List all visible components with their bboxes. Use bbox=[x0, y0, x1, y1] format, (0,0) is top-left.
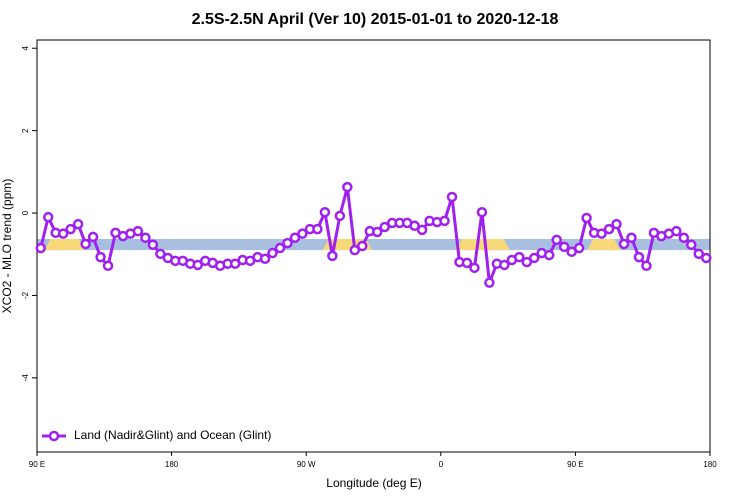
data-point bbox=[259, 253, 271, 265]
x-axis-label: Longitude (deg E) bbox=[326, 476, 421, 490]
data-point bbox=[132, 225, 144, 237]
data-point bbox=[686, 239, 697, 251]
y-tick-label: 4 bbox=[21, 45, 30, 50]
data-point bbox=[140, 232, 151, 244]
data-point bbox=[289, 232, 301, 244]
x-tick-label: 90 W bbox=[297, 460, 316, 469]
data-point bbox=[581, 212, 592, 224]
data-point bbox=[551, 234, 562, 246]
data-point bbox=[469, 262, 480, 274]
y-tick-label: 2 bbox=[21, 128, 30, 133]
data-point bbox=[349, 244, 361, 256]
data-point bbox=[297, 228, 308, 239]
data-point bbox=[611, 218, 622, 230]
data-point bbox=[379, 221, 390, 233]
chart-title: 2.5S-2.5N April (Ver 10) 2015-01-01 to 2… bbox=[192, 11, 559, 28]
y-axis-label: XCO2 - MLO trend (ppm) bbox=[0, 179, 14, 314]
data-point bbox=[327, 250, 338, 262]
data-point bbox=[671, 225, 682, 237]
y-tick-label: -2 bbox=[21, 291, 30, 299]
data-point bbox=[603, 223, 615, 235]
data-point bbox=[282, 237, 293, 249]
x-tick-label: 180 bbox=[703, 460, 717, 469]
data-point bbox=[416, 224, 428, 236]
data-point bbox=[274, 242, 286, 254]
ocean-band bbox=[37, 238, 710, 251]
data-point bbox=[72, 218, 84, 230]
y-tick-label: 0 bbox=[21, 210, 30, 215]
data-point bbox=[678, 232, 690, 244]
data-point bbox=[155, 248, 166, 260]
data-point bbox=[319, 206, 331, 218]
legend-label: Land (Nadir&Glint) and Ocean (Glint) bbox=[74, 428, 271, 442]
data-point bbox=[334, 210, 346, 222]
data-point bbox=[147, 239, 159, 251]
data-point bbox=[633, 251, 645, 263]
land-band bbox=[44, 238, 85, 251]
data-point bbox=[446, 191, 458, 203]
data-point bbox=[409, 220, 420, 232]
data-point bbox=[641, 260, 652, 272]
x-tick-label: 180 bbox=[165, 460, 179, 469]
land-band bbox=[587, 238, 621, 251]
data-point bbox=[558, 241, 570, 253]
data-point bbox=[371, 226, 383, 238]
data-point bbox=[102, 260, 114, 272]
land-band bbox=[455, 238, 510, 251]
data-point bbox=[596, 228, 607, 239]
data-point bbox=[357, 240, 368, 252]
data-point bbox=[35, 242, 46, 254]
data-point bbox=[42, 211, 54, 223]
y-tick-label: -4 bbox=[21, 374, 30, 382]
data-point bbox=[499, 259, 510, 271]
data-point bbox=[192, 259, 204, 271]
data-point bbox=[476, 206, 488, 218]
data-point bbox=[484, 277, 495, 288]
data-point bbox=[87, 231, 99, 243]
x-tick-label: 90 E bbox=[567, 460, 583, 469]
data-point bbox=[618, 238, 630, 250]
data-point bbox=[626, 232, 637, 244]
data-point bbox=[514, 251, 525, 263]
data-point bbox=[95, 251, 106, 263]
legend-marker bbox=[48, 430, 60, 442]
data-point bbox=[80, 238, 91, 250]
data-point bbox=[65, 223, 76, 235]
data-point bbox=[439, 215, 450, 227]
data-point bbox=[693, 248, 705, 260]
data-point bbox=[342, 181, 353, 193]
data-point bbox=[267, 247, 278, 259]
data-point bbox=[57, 228, 69, 239]
data-point bbox=[543, 249, 555, 261]
data-point bbox=[461, 257, 473, 269]
data-point bbox=[573, 242, 585, 254]
x-tick-label: 0 bbox=[439, 460, 444, 469]
data-point bbox=[701, 252, 712, 264]
data-point bbox=[529, 252, 540, 264]
x-tick-label: 90 E bbox=[29, 460, 45, 469]
data-point bbox=[312, 223, 323, 235]
data-point bbox=[521, 256, 533, 268]
